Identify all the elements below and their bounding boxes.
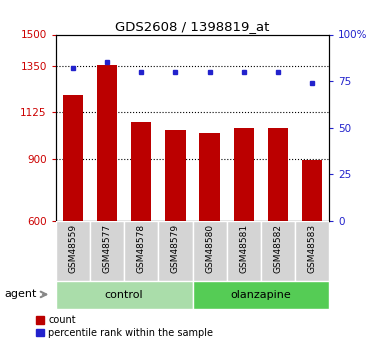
Bar <box>295 221 329 281</box>
Text: agent: agent <box>5 289 37 299</box>
Bar <box>131 122 152 221</box>
Bar <box>302 160 322 221</box>
Bar <box>165 130 186 221</box>
Legend: count, percentile rank within the sample: count, percentile rank within the sample <box>36 315 213 338</box>
Text: GSM48578: GSM48578 <box>137 224 146 273</box>
Text: GSM48581: GSM48581 <box>239 224 248 273</box>
Bar <box>97 65 117 221</box>
Bar <box>192 221 227 281</box>
Text: control: control <box>105 290 144 300</box>
Bar <box>56 281 192 309</box>
Bar <box>261 221 295 281</box>
Bar <box>56 221 90 281</box>
Bar <box>227 221 261 281</box>
Bar <box>158 221 192 281</box>
Bar <box>199 133 220 221</box>
Text: GSM48559: GSM48559 <box>69 224 77 273</box>
Text: GSM48577: GSM48577 <box>102 224 112 273</box>
Bar <box>233 128 254 221</box>
Text: GSM48579: GSM48579 <box>171 224 180 273</box>
Text: olanzapine: olanzapine <box>231 290 291 300</box>
Text: GSM48582: GSM48582 <box>273 224 283 273</box>
Bar <box>90 221 124 281</box>
Bar <box>268 128 288 221</box>
Text: GSM48583: GSM48583 <box>308 224 316 273</box>
Text: GSM48580: GSM48580 <box>205 224 214 273</box>
Bar <box>124 221 158 281</box>
Title: GDS2608 / 1398819_at: GDS2608 / 1398819_at <box>116 20 270 33</box>
Bar <box>192 281 329 309</box>
Bar <box>63 95 83 221</box>
